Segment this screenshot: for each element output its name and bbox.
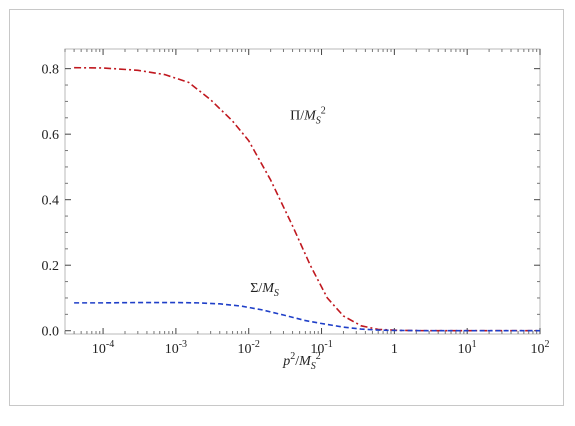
x-tick-label: 10-3 <box>165 339 187 357</box>
x-axis: 10-4 10-3 10-2 10-1 1 101 102 <box>64 49 550 357</box>
x-tick-label: 10-1 <box>310 339 332 357</box>
series-label-1: Σ/MS <box>250 281 279 299</box>
x-tick-label: 1 <box>391 342 398 357</box>
y-tick-label: 0.2 <box>42 259 60 274</box>
chart-frame: 0.0 0.2 0.4 0.6 0.8 10-4 10-3 10-2 10-1 1 101 102 … <box>9 9 564 406</box>
line-chart: 0.00.20.40.60.8 10-4 10-3 10-2 10-1 1 101 102 … <box>42 48 550 372</box>
plot-area-border <box>64 48 541 335</box>
y-tick-label: 0.4 <box>42 194 60 209</box>
x-axis-title: p2/MS2 <box>282 351 321 372</box>
y-tick-label: 0.6 <box>42 128 60 143</box>
x-tick-label: 101 <box>458 339 477 357</box>
y-axis: 0.0 0.2 0.4 0.6 0.8 <box>42 63 540 340</box>
series-line-0 <box>74 66 540 332</box>
y-tick-label: 0.8 <box>42 63 60 78</box>
series-layer <box>74 66 540 332</box>
y-tick-label: 0.0 <box>42 325 60 340</box>
x-tick-label: 102 <box>531 339 550 357</box>
x-tick-label: 10-2 <box>238 339 260 357</box>
series-labels: Π/MS2 Σ/MS <box>250 105 326 299</box>
series-label-0: Π/MS2 <box>290 105 326 126</box>
series-line-1 <box>74 301 540 332</box>
x-tick-label: 10-4 <box>92 339 114 357</box>
